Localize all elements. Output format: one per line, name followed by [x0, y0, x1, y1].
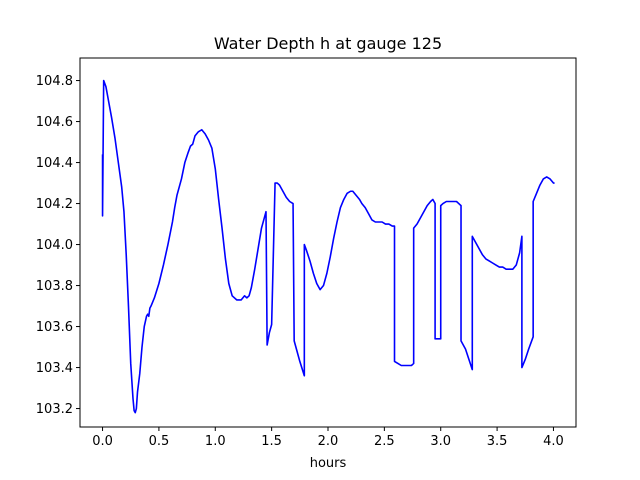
y-axis: 103.2 103.4 103.6 103.8 104.0 104.2 104.4 104.6… [36, 74, 80, 417]
x-tick-label: 2.0 [318, 434, 339, 449]
x-tick-label: 1.0 [205, 434, 226, 449]
series-line-0 [101, 79, 555, 414]
y-tick-label: 104.0 [36, 238, 73, 253]
x-axis: 0.0 0.5 1.0 1.5 2.0 2.5 3.0 3.5 4.0 [92, 427, 564, 449]
x-tick-label: 0.0 [92, 434, 113, 449]
x-tick-label: 1.5 [261, 434, 282, 449]
y-tick-label: 104.4 [36, 156, 73, 171]
x-axis-label: hours [310, 456, 347, 471]
y-tick-label: 103.6 [36, 320, 73, 335]
x-tick-label: 2.5 [374, 434, 395, 449]
x-tick-label: 0.5 [149, 434, 170, 449]
x-tick-label: 4.0 [543, 434, 564, 449]
chart-title: Water Depth h at gauge 125 [214, 34, 442, 53]
y-tick-label: 104.6 [36, 115, 73, 130]
plot-area [101, 79, 555, 414]
axes-frame [79, 57, 577, 428]
y-tick-label: 104.8 [36, 74, 73, 89]
y-tick-label: 103.4 [36, 361, 73, 376]
x-tick-label: 3.0 [430, 434, 451, 449]
y-tick-label: 104.2 [36, 197, 73, 212]
x-tick-label: 3.5 [487, 434, 508, 449]
y-tick-label: 103.2 [36, 402, 73, 417]
y-tick-label: 103.8 [36, 279, 73, 294]
